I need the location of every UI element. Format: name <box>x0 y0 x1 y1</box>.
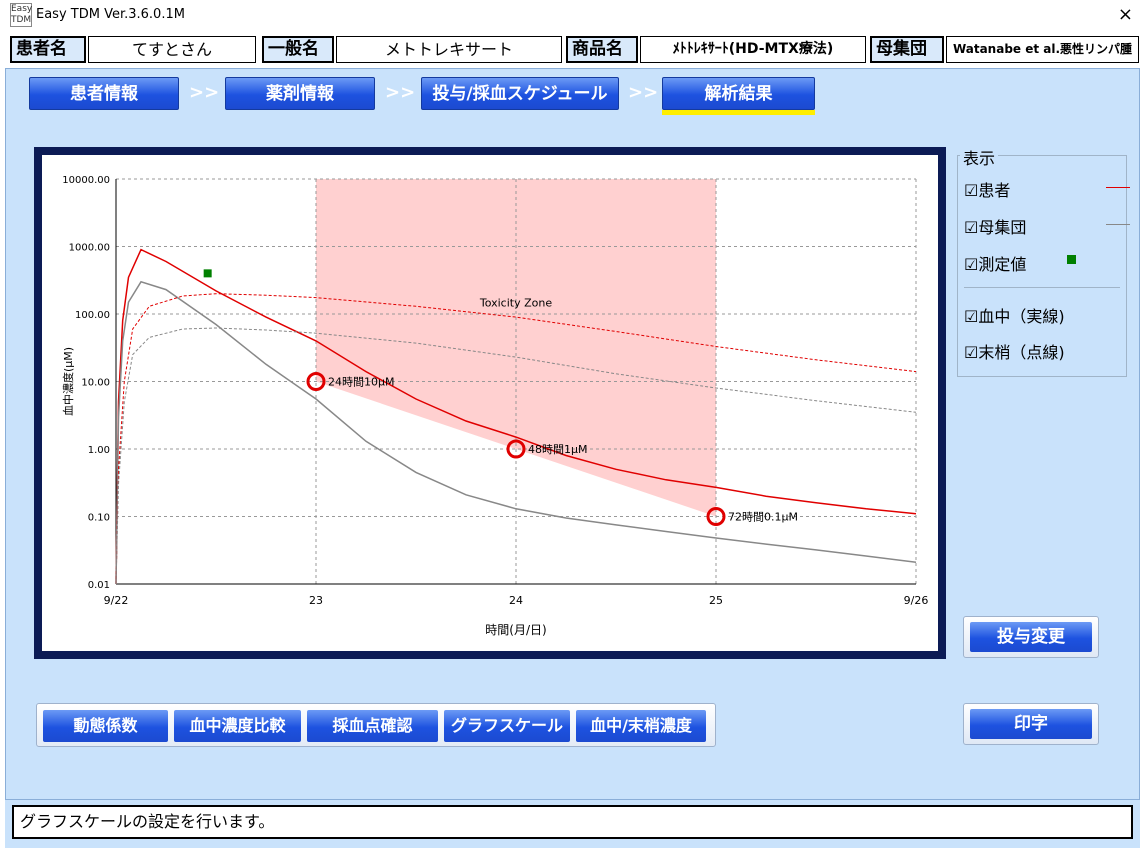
generic-name-field: メトトレキサート <box>336 36 562 63</box>
y-tick-label: 10000.00 <box>62 175 110 186</box>
tab-patient-info[interactable]: 患者情報 <box>29 77 179 110</box>
display-options-title: 表示 <box>960 145 999 169</box>
measured-square-icon <box>1067 255 1076 264</box>
product-name-label: 商品名 <box>566 36 638 63</box>
app-logo-icon: Easy TDM <box>10 3 33 27</box>
nav-separator: >> <box>189 82 220 103</box>
concentration-chart[interactable]: 9/22 23 24 25 9/26 0.01 0.10 1.00 10.00 100.00 100… <box>42 155 938 651</box>
main-panel: 患者情報 >> 薬剤情報 >> 投与/採血スケジュール >> 解析結果 9/22… <box>5 68 1140 800</box>
title-bar: Easy TDM Easy TDM Ver.3.6.0.1M × <box>0 0 1145 30</box>
close-icon[interactable]: × <box>1117 4 1133 25</box>
product-name-field: ﾒﾄﾄﾚｷｻｰﾄ(HD-MTX療法) <box>640 36 866 63</box>
conc-compare-button[interactable]: 血中濃度比較 <box>174 710 301 742</box>
tab-schedule[interactable]: 投与/採血スケジュール <box>421 77 619 110</box>
threshold-marker <box>506 439 526 459</box>
status-bar: グラフスケールの設定を行います。 <box>5 800 1140 848</box>
population-field: Watanabe et al.悪性リンパ腫 <box>946 36 1139 63</box>
print-button[interactable]: 印字 <box>963 703 1099 745</box>
x-tick-label: 24 <box>509 594 523 607</box>
checkbox-peripheral[interactable]: ☑末梢（点線) <box>964 339 1065 363</box>
y-tick-label: 100.00 <box>75 310 110 321</box>
patient-name-field: てすとさん <box>88 36 256 63</box>
checkbox-measured[interactable]: ☑測定値 <box>964 251 1026 275</box>
threshold-label: 48時間1μM <box>528 443 588 456</box>
threshold-label: 24時間10μM <box>328 376 394 389</box>
series-line-1 <box>115 280 917 585</box>
tab-drug-info[interactable]: 薬剤情報 <box>225 77 375 110</box>
nav-separator: >> <box>628 82 659 103</box>
y-tick-label: 0.10 <box>88 513 110 524</box>
checkbox-population[interactable]: ☑母集団 <box>964 214 1026 238</box>
threshold-label: 72時間0.1μM <box>728 511 798 524</box>
patient-name-label: 患者名 <box>10 36 86 63</box>
x-axis-label: 時間(月/日) <box>485 623 546 637</box>
chart-panel[interactable]: 9/22 23 24 25 9/26 0.01 0.10 1.00 10.00 100.00 100… <box>42 155 938 651</box>
y-tick-label: 1000.00 <box>69 243 110 254</box>
series-line-3 <box>115 327 917 585</box>
population-line-swatch <box>1106 224 1130 225</box>
y-tick-label: 0.01 <box>88 580 110 591</box>
nav-separator: >> <box>385 82 416 103</box>
series-line-0 <box>115 248 917 585</box>
threshold-marker <box>306 372 326 391</box>
generic-name-label: 一般名 <box>262 36 334 63</box>
dose-change-button[interactable]: 投与変更 <box>963 616 1099 658</box>
checkbox-peripheral-label: ☑末梢（点線) <box>964 343 1065 362</box>
checkbox-blood[interactable]: ☑血中（実線) <box>964 303 1065 327</box>
display-options-group <box>957 155 1127 377</box>
y-tick-label: 1.00 <box>88 445 110 456</box>
print-label: 印字 <box>970 709 1092 739</box>
checkbox-patient-label: ☑患者 <box>964 181 1011 200</box>
dose-change-label: 投与変更 <box>970 622 1092 652</box>
y-axis-label: 血中濃度(μM) <box>61 347 75 416</box>
status-message: グラフスケールの設定を行います。 <box>12 805 1133 839</box>
measured-point <box>203 269 212 278</box>
x-tick-label: 9/22 <box>104 594 129 607</box>
checkbox-blood-label: ☑血中（実線) <box>964 307 1065 326</box>
x-tick-label: 23 <box>309 594 323 607</box>
checkbox-population-label: ☑母集団 <box>964 218 1027 237</box>
threshold-marker <box>706 507 726 526</box>
patient-line-swatch <box>1106 187 1130 188</box>
kinetic-params-button[interactable]: 動態係数 <box>43 710 168 742</box>
checkbox-patient[interactable]: ☑患者 <box>964 177 1010 201</box>
active-tab-indicator <box>662 110 815 115</box>
bottom-toolbar: 動態係数 血中濃度比較 採血点確認 グラフスケール 血中/末梢濃度 <box>36 703 716 747</box>
tab-analysis-results[interactable]: 解析結果 <box>662 77 815 110</box>
series-line-2 <box>115 293 917 585</box>
window-title: Easy TDM Ver.3.6.0.1M <box>36 7 185 22</box>
checkbox-measured-label: ☑測定値 <box>964 255 1027 274</box>
blood-peripheral-button[interactable]: 血中/末梢濃度 <box>576 710 706 742</box>
toxicity-zone-label: Toxicity Zone <box>479 296 552 309</box>
sampling-check-button[interactable]: 採血点確認 <box>307 710 438 742</box>
x-tick-label: 9/26 <box>904 594 929 607</box>
population-label: 母集団 <box>870 36 944 63</box>
x-tick-label: 25 <box>709 594 723 607</box>
patient-header: 患者名 てすとさん 一般名 メトトレキサート 商品名 ﾒﾄﾄﾚｷｻｰﾄ(HD-M… <box>0 30 1145 70</box>
chart-frame: 9/22 23 24 25 9/26 0.01 0.10 1.00 10.00 100.00 100… <box>34 147 946 659</box>
y-tick-label: 10.00 <box>81 378 110 389</box>
graph-scale-button[interactable]: グラフスケール <box>444 710 570 742</box>
legend-divider <box>964 287 1120 288</box>
